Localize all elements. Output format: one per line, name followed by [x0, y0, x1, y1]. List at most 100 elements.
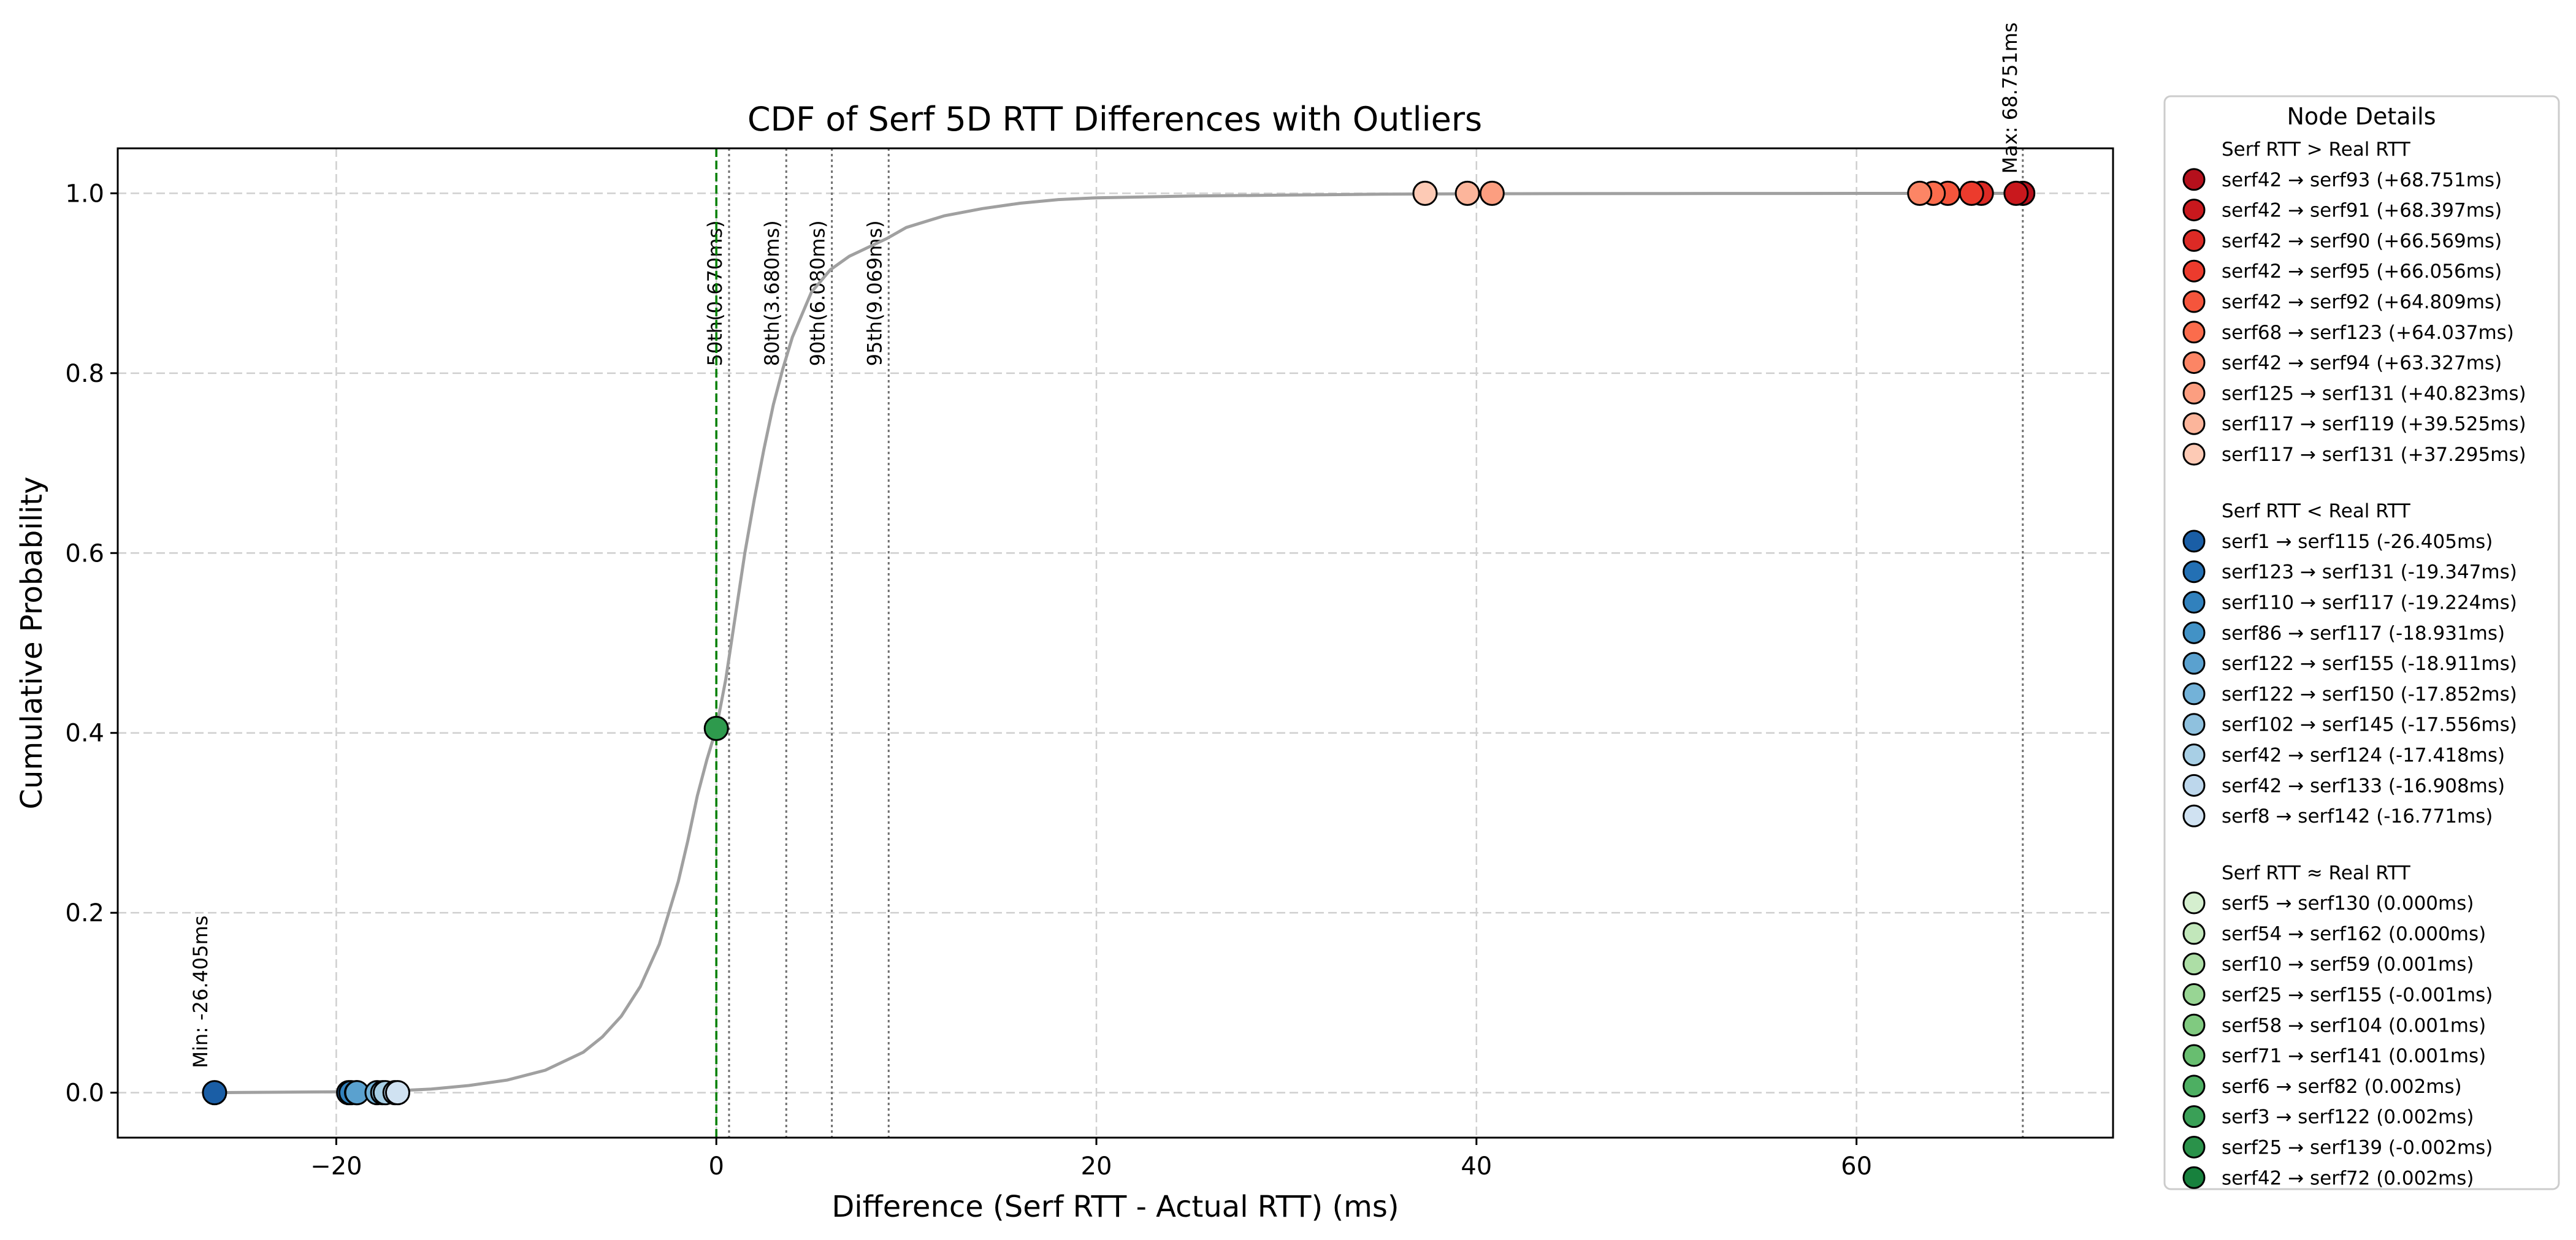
legend-group-header: Serf RTT ≈ Real RTT	[2222, 862, 2411, 884]
legend-marker	[2182, 229, 2206, 252]
legend-item-label: serf42 → serf124 (-17.418ms)	[2222, 745, 2505, 767]
legend-item-label: serf10 → serf59 (0.001ms)	[2222, 954, 2474, 976]
legend-item-label: serf58 → serf104 (0.001ms)	[2222, 1014, 2486, 1037]
outlier-point	[2003, 180, 2029, 206]
legend-item-label: serf110 → serf117 (-19.224ms)	[2222, 592, 2517, 614]
cdf-curve-group	[215, 191, 2023, 1095]
outlier-point	[384, 1080, 410, 1106]
chart-title: CDF of Serf 5D RTT Differences with Outl…	[747, 100, 1482, 139]
legend-item-label: serf25 → serf139 (-0.002ms)	[2222, 1136, 2493, 1158]
x-axis-label: Difference (Serf RTT - Actual RTT) (ms)	[831, 1190, 1399, 1224]
y-tick-label: 0.2	[65, 899, 104, 927]
x-tick-label: 20	[1081, 1152, 1112, 1181]
cdf-curve	[215, 191, 2023, 1095]
legend-marker	[2182, 381, 2206, 405]
legend-marker	[2182, 168, 2206, 191]
legend-marker	[2182, 1075, 2206, 1098]
legend-marker	[2182, 774, 2206, 797]
legend-item-label: serf86 → serf117 (-18.931ms)	[2222, 622, 2505, 644]
legend-marker	[2182, 560, 2206, 584]
legend-marker	[2182, 713, 2206, 736]
legend-group-header: Serf RTT < Real RTT	[2222, 500, 2411, 522]
x-tick-label: 60	[1841, 1152, 1872, 1181]
legend-item-label: serf42 → serf93 (+68.751ms)	[2222, 169, 2502, 191]
legend-marker	[2182, 1044, 2206, 1067]
legend-marker	[2182, 1135, 2206, 1158]
legend-marker	[2182, 321, 2206, 344]
legend-item-label: serf42 → serf95 (+66.056ms)	[2222, 261, 2502, 283]
legend-marker	[2182, 290, 2206, 313]
x-tick-label: 40	[1461, 1152, 1492, 1181]
legend-item-label: serf8 → serf142 (-16.771ms)	[2222, 805, 2493, 827]
legend-item-label: serf42 → serf90 (+66.569ms)	[2222, 230, 2502, 252]
outlier-point	[1479, 180, 1505, 206]
outlier-point	[1959, 180, 1984, 206]
outlier-points	[202, 180, 2036, 1106]
legend-item-label: serf122 → serf150 (-17.852ms)	[2222, 683, 2517, 706]
x-tick-label: −20	[310, 1152, 362, 1181]
legend-item-label: serf25 → serf155 (-0.001ms)	[2222, 984, 2493, 1006]
outlier-point	[1907, 180, 1933, 206]
outlier-point	[1412, 180, 1438, 206]
legend-item-label: serf71 → serf141 (0.001ms)	[2222, 1045, 2486, 1067]
x-tick-label: 0	[708, 1152, 724, 1181]
legend-marker	[2182, 591, 2206, 614]
y-axis-ticks: 0.0 0.2 0.4 0.6 0.8 1.0	[65, 180, 118, 1108]
outlier-point	[1454, 180, 1480, 206]
legend-group-header: Serf RTT > Real RTT	[2222, 139, 2411, 161]
legend-marker	[2182, 891, 2206, 915]
legend-marker	[2182, 652, 2206, 675]
legend-marker	[2182, 744, 2206, 767]
legend-item-label: serf42 → serf72 (0.002ms)	[2222, 1167, 2474, 1189]
legend-marker	[2182, 1166, 2206, 1189]
legend-marker	[2182, 1105, 2206, 1128]
legend-item-label: serf68 → serf123 (+64.037ms)	[2222, 322, 2514, 344]
legend-item-label: serf3 → serf122 (0.002ms)	[2222, 1106, 2474, 1128]
center-point	[703, 715, 729, 741]
legend-item-label: serf117 → serf131 (+37.295ms)	[2222, 444, 2526, 466]
legend-marker	[2182, 922, 2206, 945]
percentile-label: 95th(9.069ms)	[863, 220, 886, 366]
legend-marker	[2182, 412, 2206, 435]
legend-marker	[2182, 1013, 2206, 1037]
plot-frame	[117, 147, 2114, 1139]
max-label: Max: 68.751ms	[1998, 22, 2022, 173]
legend-item-label: serf117 → serf119 (+39.525ms)	[2222, 413, 2526, 435]
legend-marker	[2182, 804, 2206, 827]
min-label: Min: -26.405ms	[189, 916, 212, 1068]
legend-item-label: serf54 → serf162 (0.000ms)	[2222, 923, 2486, 945]
legend-marker	[2182, 682, 2206, 706]
y-tick-label: 1.0	[65, 180, 104, 208]
legend-marker	[2182, 351, 2206, 375]
x-axis-ticks: −20 0 20 40 60	[310, 1138, 1872, 1181]
legend-frame	[2163, 95, 2560, 1190]
legend-item-label: serf6 → serf82 (0.002ms)	[2222, 1076, 2462, 1098]
outlier-point	[202, 1080, 227, 1106]
legend-item-label: serf122 → serf155 (-18.911ms)	[2222, 653, 2517, 675]
legend-item-label: serf42 → serf94 (+63.327ms)	[2222, 352, 2502, 375]
y-tick-label: 0.8	[65, 360, 104, 388]
percentile-label: 50th(0.670ms)	[703, 220, 727, 366]
y-tick-label: 0.6	[65, 539, 104, 568]
legend-marker	[2182, 621, 2206, 644]
legend-item-label: serf42 → serf133 (-16.908ms)	[2222, 775, 2505, 797]
legend-marker	[2182, 530, 2206, 553]
legend-marker	[2182, 443, 2206, 466]
legend: Node Details Serf RTT > Real RTT serf42 →…	[2163, 95, 2560, 1190]
y-axis-label: Cumulative Probability	[15, 477, 49, 810]
y-tick-label: 0.0	[65, 1079, 104, 1108]
legend-marker	[2182, 953, 2206, 976]
legend-item-label: serf125 → serf131 (+40.823ms)	[2222, 382, 2526, 405]
legend-item-label: serf42 → serf91 (+68.397ms)	[2222, 200, 2502, 222]
y-tick-label: 0.4	[65, 720, 104, 748]
legend-item-label: serf42 → serf92 (+64.809ms)	[2222, 291, 2502, 313]
legend-item-label: serf5 → serf130 (0.000ms)	[2222, 892, 2474, 915]
legend-marker	[2182, 983, 2206, 1006]
legend-item-label: serf1 → serf115 (-26.405ms)	[2222, 531, 2493, 553]
legend-item-label: serf102 → serf145 (-17.556ms)	[2222, 714, 2517, 736]
legend-marker	[2182, 259, 2206, 283]
legend-title: Node Details	[2287, 103, 2436, 130]
legend-item-label: serf123 → serf131 (-19.347ms)	[2222, 561, 2517, 584]
